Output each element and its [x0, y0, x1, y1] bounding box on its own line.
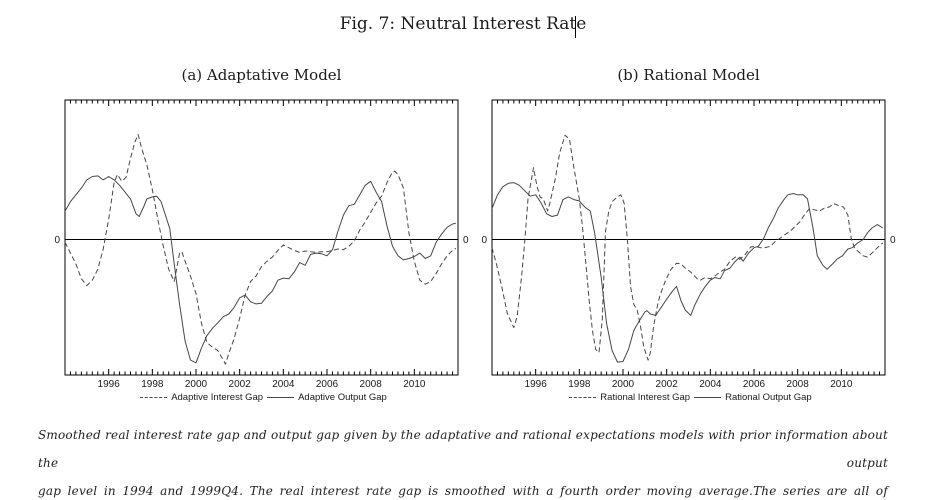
- x-tick-label: 1996: [525, 379, 548, 390]
- series-adaptive-interest-gap: [64, 134, 457, 365]
- dashed-line-sample: [569, 396, 597, 398]
- x-tick-label: 2006: [316, 379, 339, 390]
- plot-box: [491, 99, 886, 376]
- panel-b-title: (b) Rational Model: [617, 66, 760, 84]
- legend-label: Rational Output Gap: [725, 391, 812, 403]
- x-tick-label: 2002: [229, 379, 252, 390]
- y-zero-label: 0: [54, 235, 60, 246]
- y-zero-label: 0: [463, 235, 469, 246]
- legend-label: Adaptive Interest Gap: [171, 391, 264, 403]
- x-tick-label: 2010: [403, 379, 426, 390]
- x-tick-label: 2000: [185, 379, 208, 390]
- x-tick-label: 1996: [98, 379, 121, 390]
- x-tick-label: 2004: [272, 379, 295, 390]
- y-zero-label: 0: [890, 235, 896, 246]
- legend-label: Rational Interest Gap: [600, 391, 691, 403]
- figure-caption: Smoothed real interest rate gap and outp…: [38, 421, 888, 500]
- solid-line-sample: [694, 396, 722, 398]
- x-tick-label: 2006: [743, 379, 766, 390]
- text-cursor: [575, 16, 576, 38]
- x-tick-label: 2008: [360, 379, 383, 390]
- x-tick-label: 1998: [141, 379, 164, 390]
- panel-a-title: (a) Adaptative Model: [181, 66, 342, 84]
- x-tick-label: 2004: [699, 379, 722, 390]
- dashed-line-sample: [140, 396, 168, 398]
- y-zero-label: 0: [481, 235, 487, 246]
- legend-label: Adaptive Output Gap: [298, 391, 387, 403]
- x-tick-label: 2008: [787, 379, 810, 390]
- caption-line: gap level in 1994 and 1999Q4. The real i…: [38, 484, 888, 498]
- panel-b-legend: Rational Interest Gap Rational Output Ga…: [492, 390, 885, 404]
- series-rational-output-gap: [491, 182, 884, 363]
- x-tick-label: 2002: [656, 379, 679, 390]
- plot-box: [64, 99, 459, 376]
- figure-title: Fig. 7: Neutral Interest Rate: [339, 14, 587, 34]
- series-rational-interest-gap: [491, 134, 884, 361]
- solid-line-sample: [267, 396, 295, 398]
- x-tick-label: 1998: [568, 379, 591, 390]
- panel-a-chart: 1996 1998 2000 2002 2004 2006 2008 2010 0 0: [54, 99, 469, 390]
- series-adaptive-output-gap: [64, 175, 456, 364]
- panel-b-chart: 1996 1998 2000 2002 2004 2006 2008 2010 0 0: [481, 99, 896, 390]
- x-tick-label: 2010: [830, 379, 853, 390]
- x-tick-label: 2000: [612, 379, 635, 390]
- caption-line: Smoothed real interest rate gap and outp…: [38, 428, 888, 470]
- panel-a-legend: Adaptive Interest Gap Adaptive Output Ga…: [65, 390, 458, 404]
